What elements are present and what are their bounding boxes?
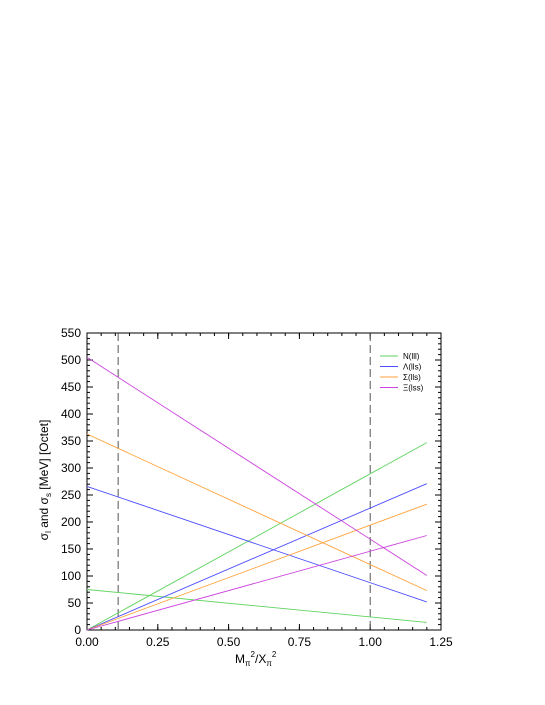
y-tick-label: 250 — [61, 488, 81, 502]
x-tick-label: 0.75 — [288, 635, 312, 649]
plot-frame — [86, 332, 442, 631]
x-tick-label: 1.25 — [429, 635, 453, 649]
series-line-sigma_s — [86, 589, 427, 623]
x-tick-label: 0.00 — [75, 635, 99, 649]
x-axis-title: Mπ2/Xπ2 — [235, 650, 277, 668]
y-tick-label: 550 — [61, 326, 81, 340]
y-tick-label: 500 — [61, 353, 81, 367]
series-line-sigma_l — [86, 483, 427, 631]
y-tick-label: 0 — [74, 623, 81, 637]
series-line-sigma_l — [86, 535, 427, 631]
y-tick-label: 100 — [61, 569, 81, 583]
legend-label: Σ(lls) — [403, 373, 421, 382]
reference-lines — [117, 333, 371, 630]
series-line-sigma_s — [86, 485, 427, 603]
legend-label: Λ(lls) — [403, 363, 422, 372]
y-tick-label: 400 — [61, 407, 81, 421]
x-tick-label: 1.00 — [359, 635, 383, 649]
series-line-sigma_s — [86, 356, 428, 576]
axis-ticks — [86, 332, 442, 631]
y-tick-label: 50 — [68, 596, 82, 610]
y-tick-label: 450 — [61, 380, 81, 394]
x-tick-labels: 0.00 0.25 0.50 0.75 1.00 1.25 — [75, 635, 453, 649]
legend-label: Ξ(lss) — [403, 384, 424, 393]
legend: N(lll) Λ(lls)Σ(lls) Ξ(lss) — [380, 352, 424, 393]
y-tick-label: 150 — [61, 542, 81, 556]
y-tick-label: 200 — [61, 515, 81, 529]
series-line-sigma_s — [86, 433, 427, 592]
series-line-sigma_l — [86, 503, 427, 631]
y-axis-title: σl and σs [MeV] [Octet] — [37, 420, 53, 541]
series-lines — [86, 356, 428, 631]
y-tick-label: 350 — [61, 434, 81, 448]
y-tick-labels: 0 50 100 150 200 250 300 350 400 450 500 550 — [61, 326, 81, 637]
y-tick-label: 300 — [61, 461, 81, 475]
x-tick-label: 0.25 — [146, 635, 170, 649]
x-tick-label: 0.50 — [217, 635, 241, 649]
legend-label: N(lll) — [403, 352, 420, 361]
series-line-sigma_l — [86, 442, 428, 631]
